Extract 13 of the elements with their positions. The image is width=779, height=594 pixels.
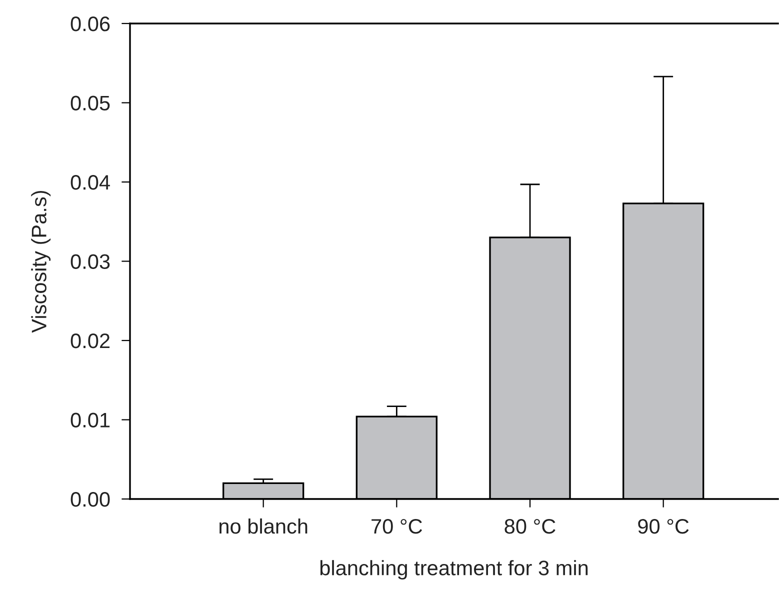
- y-tick-label: 0.03: [70, 254, 110, 270]
- x-tick-label: 70 °C: [372, 518, 422, 534]
- y-tick-label: 0.04: [70, 175, 110, 190]
- x-tick-label: no blanch: [220, 518, 308, 534]
- x-tick-label: 80 °C: [504, 518, 556, 534]
- y-tick-label: 0.00: [70, 492, 110, 507]
- y-tick-label: 0.06: [70, 16, 110, 32]
- y-tick-label: 0.05: [70, 96, 110, 111]
- y-tick-label: 0.02: [70, 334, 110, 348]
- y-axis-title: Viscosity (Pa.s): [31, 190, 51, 333]
- x-axis-title: blanching treatment for 3 min: [320, 560, 588, 580]
- x-tick-label: 90 °C: [638, 518, 689, 534]
- y-tick-label: 0.01: [70, 412, 110, 428]
